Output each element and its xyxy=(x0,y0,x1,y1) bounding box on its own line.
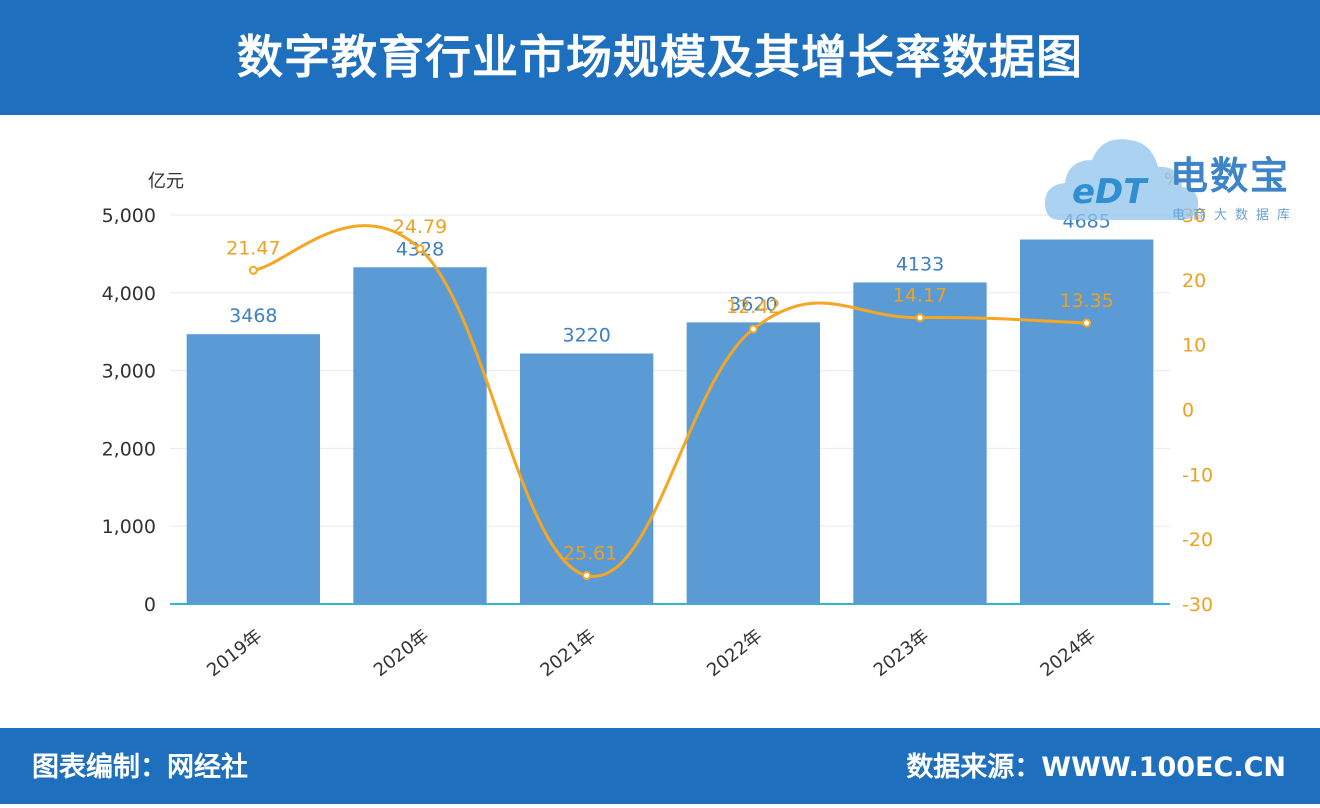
y-right-tick-label: -20 xyxy=(1182,529,1213,551)
y-left-tick-label: 1,000 xyxy=(102,516,156,538)
header-bar xyxy=(0,0,1320,115)
y-right-tick-label: 20 xyxy=(1182,270,1206,292)
line-data-label: 14.17 xyxy=(893,285,947,307)
x-tick-label: 2021年 xyxy=(537,625,600,681)
bar xyxy=(853,282,987,604)
y-left-tick-label: 3,000 xyxy=(102,361,156,383)
growth-rate-point xyxy=(1082,318,1092,328)
y-right-tick-label: -10 xyxy=(1182,464,1213,486)
bar xyxy=(186,334,320,604)
y-left-tick-label: 5,000 xyxy=(102,205,156,227)
line-data-label: 24.79 xyxy=(393,216,447,238)
x-tick-label: 2019年 xyxy=(203,625,266,681)
bar-data-label: 4133 xyxy=(896,253,944,275)
y-left-tick-label: 4,000 xyxy=(102,283,156,305)
bar xyxy=(1020,239,1154,604)
logo-name: 电数宝 xyxy=(1170,154,1291,198)
footer-source: 数据来源：WWW.100EC.CN xyxy=(906,752,1286,783)
y-right-tick-label: -30 xyxy=(1182,594,1213,616)
y-left-tick-label: 2,000 xyxy=(102,438,156,460)
y-left-unit: 亿元 xyxy=(148,171,184,192)
page-title: 数字教育行业市场规模及其增长率数据图 xyxy=(237,30,1083,84)
line-data-label: 12.42 xyxy=(726,296,780,318)
bar-data-label: 3220 xyxy=(562,324,610,346)
line-data-label: 21.47 xyxy=(226,237,280,259)
growth-rate-point xyxy=(415,244,425,254)
y-left-tick-label: 0 xyxy=(144,594,156,616)
cloud-logo-icon xyxy=(1045,139,1199,220)
logo-mark: eDT xyxy=(1072,172,1147,212)
line-data-label: -25.61 xyxy=(556,543,617,565)
growth-rate-point xyxy=(748,324,758,334)
y-right-tick-label: 0 xyxy=(1182,400,1194,422)
bar xyxy=(353,267,487,604)
bar xyxy=(686,322,820,604)
growth-rate-point xyxy=(248,265,258,275)
bar-data-label: 3620 xyxy=(729,293,777,315)
line-data-label: 13.35 xyxy=(1059,290,1113,312)
x-tick-label: 2022年 xyxy=(703,625,766,681)
x-tick-label: 2020年 xyxy=(370,625,433,681)
logo-subtitle: 电商大数据库 xyxy=(1172,208,1299,223)
x-tick-label: 2023年 xyxy=(870,625,933,681)
growth-rate-point xyxy=(582,571,592,581)
bar-data-label: 3468 xyxy=(229,305,277,327)
bar xyxy=(520,353,654,604)
growth-rate-point xyxy=(915,313,925,323)
x-tick-label: 2024年 xyxy=(1037,625,1100,681)
footer-credit: 图表编制：网经社 xyxy=(32,752,248,783)
market-size-chart: 0 1,000 2,000 3,000 4,000 5,000 亿元 -30 -20 -10 0 10… xyxy=(102,170,1213,681)
footer-bar: 图表编制：网经社 数据来源：WWW.100EC.CN xyxy=(0,728,1320,804)
y-right-tick-label: 10 xyxy=(1182,335,1206,357)
